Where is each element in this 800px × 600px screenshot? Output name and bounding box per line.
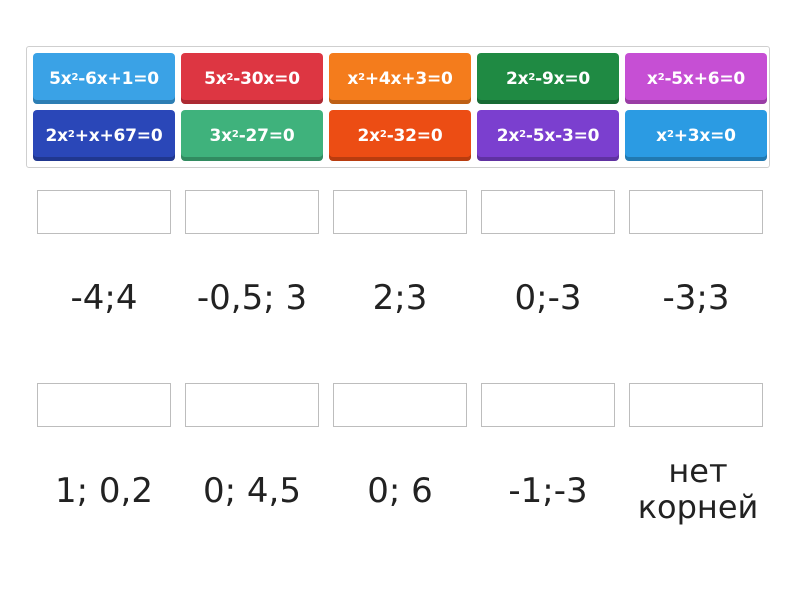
- answer-label: -1;-3: [508, 471, 588, 511]
- answer-label: -3;3: [662, 278, 730, 318]
- answer-label: нет корней: [637, 452, 759, 526]
- equation-tile[interactable]: x 2 -5x+6=0: [625, 53, 767, 104]
- drop-slot[interactable]: [333, 383, 467, 427]
- answer-label: 0; 6: [367, 471, 433, 511]
- drop-slot[interactable]: [629, 383, 763, 427]
- equation-tile[interactable]: x 2 +4x+3=0: [329, 53, 471, 104]
- drop-slot[interactable]: [37, 383, 171, 427]
- drop-slot[interactable]: [37, 190, 171, 234]
- answer-label: -0,5; 3: [196, 278, 308, 318]
- equation-tile[interactable]: 5x 2 -30x=0: [181, 53, 323, 104]
- equation-tile[interactable]: 2x 2 +x+67=0: [33, 110, 175, 161]
- answer-label: 1; 0,2: [55, 471, 153, 511]
- equation-tile[interactable]: 2x 2 -9x=0: [477, 53, 619, 104]
- answer-label: 0; 4,5: [203, 471, 301, 511]
- equation-tile[interactable]: 2x 2 -5x-3=0: [477, 110, 619, 161]
- answer-label: -4;4: [70, 278, 138, 318]
- drop-slot[interactable]: [629, 190, 763, 234]
- drop-slot[interactable]: [185, 190, 319, 234]
- equation-tile[interactable]: 2x 2 -32=0: [329, 110, 471, 161]
- answer-label: 2;3: [372, 278, 428, 318]
- equation-tile[interactable]: 3x 2 -27=0: [181, 110, 323, 161]
- drop-slot[interactable]: [333, 190, 467, 234]
- equation-tile[interactable]: 5x 2 -6x+1=0: [33, 53, 175, 104]
- drop-slot[interactable]: [481, 190, 615, 234]
- drop-slot[interactable]: [185, 383, 319, 427]
- answer-label: 0;-3: [514, 278, 582, 318]
- drop-slot[interactable]: [481, 383, 615, 427]
- equation-tile[interactable]: x 2 +3x=0: [625, 110, 767, 161]
